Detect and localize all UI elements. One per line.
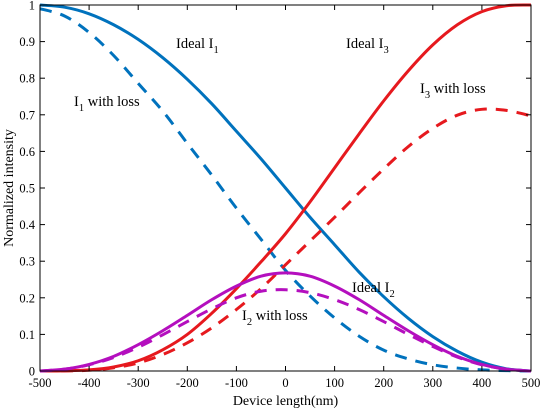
annotation-ideal-i1: Ideal I1	[176, 36, 219, 56]
annotation-ideal-i3: Ideal I3	[346, 36, 389, 56]
series-line-ideal-i1	[39, 3, 532, 373]
y-tick-label: 0.1	[19, 328, 35, 342]
y-tick-label: 1	[29, 0, 35, 13]
x-tick-label: -300	[127, 376, 150, 390]
y-tick-label: 0.3	[19, 255, 35, 269]
y-tick-label: 0.5	[19, 182, 35, 196]
y-tick-label: 0.8	[19, 72, 35, 86]
y-tick-label: 0.6	[19, 145, 35, 159]
ticks-layer: -500 -400 -300 -200 -100 0 100 200 300 400 500 0 0.1…	[19, 0, 540, 390]
annotation-ideal-i2: Ideal I2	[352, 280, 395, 300]
x-tick-label: 200	[374, 376, 393, 390]
x-tick-label: -100	[225, 376, 248, 390]
annotation-i1-with-loss: I1 with loss	[74, 94, 140, 114]
x-tick-label: -200	[176, 376, 199, 390]
x-tick-label: 400	[473, 376, 492, 390]
y-tick-label: 0.2	[19, 291, 35, 305]
series-line-ideal-i2	[39, 271, 532, 373]
y-tick-label: 0.4	[19, 218, 35, 232]
x-tick-label: 300	[423, 376, 442, 390]
y-tick-label: 0.9	[19, 35, 35, 49]
series-layer	[39, 3, 532, 373]
y-tick-label: 0	[29, 365, 35, 379]
annotation-i3-with-loss: I3 with loss	[420, 81, 486, 101]
y-tick-label: 0.7	[19, 108, 35, 122]
series-line-ideal-i3	[39, 3, 532, 373]
x-tick-label: 500	[522, 376, 540, 390]
x-tick-label: 100	[325, 376, 344, 390]
x-tick-label: -400	[78, 376, 101, 390]
x-axis-label: Device length(nm)	[233, 394, 339, 409]
series-line-i3-with-loss	[39, 107, 532, 373]
x-tick-label: 0	[282, 376, 288, 390]
annotation-layer: Ideal I1 I1 with loss Ideal I3 I3 with loss…	[74, 36, 486, 328]
series-line-i1-with-loss	[39, 7, 532, 373]
y-axis-label: Normalized intensity	[2, 129, 17, 247]
annotation-i2-with-loss: I2 with loss	[242, 308, 308, 328]
x-tick-label: -500	[29, 376, 52, 390]
series-line-i2-with-loss	[39, 288, 532, 373]
